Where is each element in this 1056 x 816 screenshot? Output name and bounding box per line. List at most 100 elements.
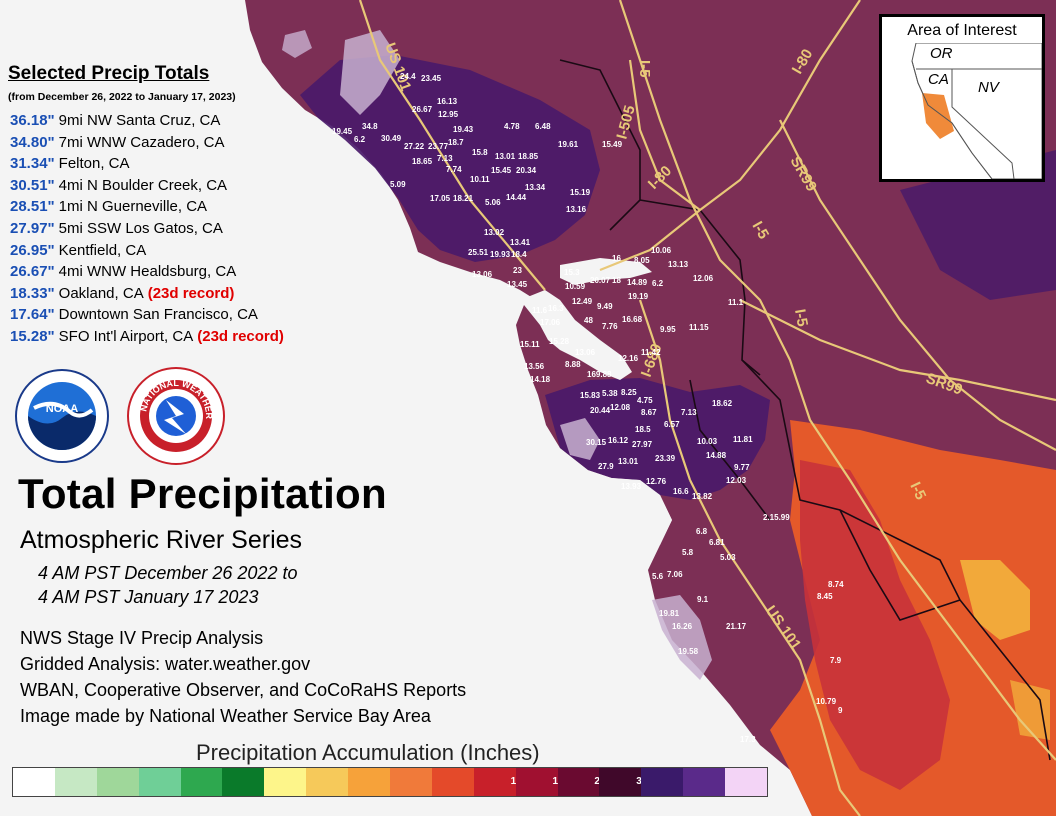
station-value: 12.16 xyxy=(618,354,639,363)
inset-label-nv: NV xyxy=(978,79,999,96)
precip-value: 30.51" xyxy=(10,176,55,194)
station-value: 7.9 xyxy=(830,656,842,665)
station-value: 11.1 xyxy=(728,298,744,307)
credit-line: Gridded Analysis: water.weather.gov xyxy=(20,654,311,674)
series-title: Atmospheric River Series xyxy=(20,526,303,554)
precip-value: 31.34" xyxy=(10,155,55,173)
station-value: 14.44 xyxy=(506,193,527,202)
station-value: 10.59 xyxy=(565,282,586,291)
station-value: 16.12 xyxy=(608,436,629,445)
station-value: 11.42 xyxy=(641,348,661,357)
legend-swatch: 8 xyxy=(431,768,480,796)
station-value: 20.44 xyxy=(590,406,611,415)
precip-place: Downtown San Francisco, CA xyxy=(58,306,258,324)
inset-title: Area of Interest xyxy=(907,22,1017,39)
station-value: 169.88 xyxy=(587,370,612,379)
station-value: 13.93 xyxy=(621,482,642,491)
station-value: 18.62 xyxy=(712,399,733,408)
noaa-logo: NOAA xyxy=(15,369,109,463)
station-value: 7.76 xyxy=(602,322,618,331)
legend-swatch xyxy=(138,768,181,796)
highway-label-i5-mid: I-5 xyxy=(791,308,811,328)
high-totals-santa-cruz xyxy=(560,418,600,460)
station-value: 16.68 xyxy=(622,315,643,324)
station-value: 19.81 xyxy=(659,609,680,618)
county-lines xyxy=(559,59,1051,761)
station-value: 18.85 xyxy=(518,152,539,161)
station-value: 10.79 xyxy=(816,697,837,706)
station-value: 8.05 xyxy=(634,256,650,265)
precip-value: 26.67" xyxy=(10,263,55,281)
station-value: 15.11 xyxy=(520,340,540,349)
period-start: 4 AM PST December 26 2022 to xyxy=(38,563,298,583)
precip-value: 17.64" xyxy=(10,306,55,324)
highway-label-i5-north: I-5 xyxy=(636,60,653,78)
station-value: 7.06 xyxy=(667,570,683,579)
legend-swatch: 15 xyxy=(515,768,564,796)
station-value: 6.48 xyxy=(535,122,551,131)
period-end: 4 AM PST January 17 2023 xyxy=(38,587,259,607)
precip-total-item: 27.97" 5mi SSW Los Gatos, CA xyxy=(10,218,284,240)
station-value: 13.06 xyxy=(575,348,596,357)
station-value: 15.8 xyxy=(472,148,488,157)
station-value: 17.06 xyxy=(540,318,561,327)
credit-line: WBAN, Cooperative Observer, and CoCoRaHS… xyxy=(20,680,467,700)
sierra-purple xyxy=(900,150,1056,300)
nws-logo: NATIONAL WEATHER SERVICE xyxy=(126,366,225,465)
station-value: 16 xyxy=(612,254,621,263)
station-value: 9 xyxy=(838,706,843,715)
precip-total-item: 26.95" Kentfield, CA xyxy=(10,240,284,262)
san-pablo-bay xyxy=(560,258,652,285)
station-value: 11.6 xyxy=(532,306,548,315)
station-value: 5.8 xyxy=(682,548,694,557)
station-value: 8.25 xyxy=(621,388,637,397)
station-value: 16.6 xyxy=(673,487,689,496)
precip-place: Kentfield, CA xyxy=(58,241,147,259)
legend-swatch xyxy=(641,768,684,796)
station-value: 27.9 xyxy=(598,462,614,471)
station-value: 11.15 xyxy=(689,323,709,332)
station-value: 13.06 xyxy=(472,270,493,279)
legend-title: Precipitation Accumulation (Inches) xyxy=(196,740,540,765)
station-value: 30.15 xyxy=(586,438,607,447)
station-value: 15.49 xyxy=(602,140,623,149)
main-title: Total Precipitation xyxy=(18,470,387,517)
precip-totals-subtitle: (from December 26, 2022 to January 17, 2… xyxy=(8,91,236,103)
station-value: 19.19 xyxy=(628,292,649,301)
station-value: 13.45 xyxy=(507,280,528,289)
precip-place: 5mi SSW Los Gatos, CA xyxy=(58,219,223,237)
station-value: 13.01 xyxy=(618,457,639,466)
station-value: 19.61 xyxy=(558,140,579,149)
legend-swatch: 1 xyxy=(180,768,228,796)
station-value: 16.26 xyxy=(672,622,693,631)
legend-swatch: 4 xyxy=(348,768,396,796)
central-valley-red xyxy=(800,460,950,790)
precip-total-item: 28.51" 1mi N Guerneville, CA xyxy=(10,196,284,218)
station-value: 20.34 xyxy=(516,166,537,175)
area-of-interest-inset: Area of Interest OR CA NV xyxy=(879,14,1045,182)
station-value: 18.7 xyxy=(448,138,464,147)
precip-value: 34.80" xyxy=(10,133,55,151)
station-value: 4.75 xyxy=(637,396,653,405)
station-value: 17.3 xyxy=(740,735,756,744)
station-value: 13.41 xyxy=(510,238,531,247)
precip-total-item: 31.34" Felton, CA xyxy=(10,153,284,175)
station-value: 15.19 xyxy=(570,188,591,197)
station-value: 23 xyxy=(513,266,522,275)
station-value: 10.06 xyxy=(651,246,672,255)
precip-place: 7mi WNW Cazadero, CA xyxy=(58,133,225,151)
station-value: 8.88 xyxy=(565,360,581,369)
precip-total-item: 30.51" 4mi N Boulder Creek, CA xyxy=(10,175,284,197)
station-value: 6.2 xyxy=(652,279,664,288)
station-value: 6.2 xyxy=(354,135,366,144)
inset-map xyxy=(882,43,1042,179)
station-value: 27.22 xyxy=(404,142,425,151)
station-value: 15.83 xyxy=(580,391,601,400)
station-value: 15.45 xyxy=(491,166,512,175)
high-totals-big-sur xyxy=(652,595,712,680)
highway-label-i5: I-5 xyxy=(749,219,772,243)
station-value: 14.18 xyxy=(530,375,551,384)
precip-total-item: 36.18" 9mi NW Santa Cruz, CA xyxy=(10,110,284,132)
legend-swatch xyxy=(222,768,265,796)
station-value: 5.38 xyxy=(602,389,618,398)
